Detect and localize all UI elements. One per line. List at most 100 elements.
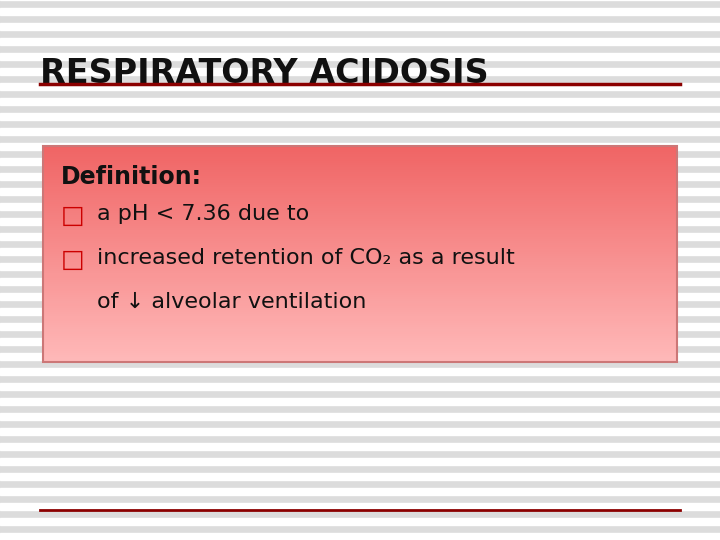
- Bar: [43, 314, 677, 316]
- Bar: [43, 262, 677, 265]
- Bar: [43, 333, 677, 336]
- Bar: [0, 8, 720, 15]
- Bar: [43, 271, 677, 273]
- Bar: [43, 286, 677, 288]
- Bar: [0, 143, 720, 150]
- Bar: [0, 23, 720, 30]
- Bar: [0, 233, 720, 240]
- Bar: [0, 382, 720, 390]
- Bar: [43, 344, 677, 347]
- Bar: [43, 197, 677, 200]
- Bar: [43, 273, 677, 275]
- Bar: [43, 206, 677, 208]
- Text: a pH < 7.36 due to: a pH < 7.36 due to: [97, 204, 310, 224]
- Bar: [43, 299, 677, 301]
- Bar: [0, 368, 720, 375]
- Bar: [43, 160, 677, 163]
- Bar: [0, 83, 720, 90]
- Bar: [43, 221, 677, 224]
- Bar: [43, 169, 677, 172]
- Text: □: □: [61, 204, 85, 227]
- Bar: [43, 260, 677, 262]
- Bar: [43, 188, 677, 191]
- Bar: [43, 327, 677, 329]
- Bar: [43, 245, 677, 247]
- Bar: [43, 275, 677, 278]
- Text: RESPIRATORY ACIDOSIS: RESPIRATORY ACIDOSIS: [40, 57, 488, 90]
- Bar: [43, 180, 677, 183]
- Bar: [43, 163, 677, 165]
- Bar: [43, 258, 677, 260]
- Bar: [0, 307, 720, 315]
- Bar: [43, 338, 677, 340]
- Bar: [43, 268, 677, 271]
- Bar: [43, 296, 677, 299]
- Bar: [43, 335, 677, 338]
- Bar: [43, 325, 677, 327]
- Bar: [43, 173, 677, 176]
- Bar: [0, 247, 720, 255]
- Bar: [0, 37, 720, 45]
- Bar: [0, 428, 720, 435]
- Bar: [43, 281, 677, 284]
- Bar: [0, 353, 720, 360]
- Bar: [43, 329, 677, 332]
- Bar: [43, 301, 677, 303]
- Bar: [0, 413, 720, 420]
- Bar: [43, 210, 677, 213]
- Bar: [43, 208, 677, 211]
- Bar: [0, 397, 720, 405]
- Bar: [43, 178, 677, 180]
- Bar: [43, 195, 677, 198]
- Bar: [43, 242, 677, 245]
- Bar: [0, 293, 720, 300]
- Bar: [0, 202, 720, 210]
- Bar: [0, 457, 720, 465]
- Bar: [43, 294, 677, 297]
- Bar: [43, 292, 677, 295]
- Bar: [43, 357, 677, 360]
- Bar: [43, 312, 677, 314]
- Bar: [0, 172, 720, 180]
- Bar: [43, 219, 677, 221]
- Bar: [43, 353, 677, 355]
- Bar: [43, 253, 677, 256]
- Bar: [0, 503, 720, 510]
- Bar: [43, 184, 677, 187]
- Bar: [43, 156, 677, 159]
- Bar: [43, 342, 677, 345]
- Bar: [43, 223, 677, 226]
- Bar: [43, 303, 677, 306]
- Bar: [43, 320, 677, 323]
- Bar: [43, 290, 677, 293]
- Bar: [0, 472, 720, 480]
- Bar: [43, 171, 677, 174]
- Bar: [43, 154, 677, 157]
- Bar: [0, 68, 720, 75]
- Bar: [0, 517, 720, 525]
- Bar: [43, 316, 677, 319]
- Bar: [43, 331, 677, 334]
- Bar: [43, 146, 677, 362]
- Bar: [0, 158, 720, 165]
- Bar: [43, 145, 677, 148]
- Text: Definition:: Definition:: [61, 165, 202, 188]
- Bar: [0, 52, 720, 60]
- Bar: [43, 284, 677, 286]
- Bar: [43, 186, 677, 189]
- Bar: [43, 318, 677, 321]
- Text: □: □: [61, 248, 85, 272]
- Bar: [43, 225, 677, 228]
- Bar: [43, 350, 677, 353]
- Bar: [43, 277, 677, 280]
- Bar: [43, 359, 677, 362]
- Bar: [43, 167, 677, 170]
- Bar: [43, 238, 677, 241]
- Bar: [0, 127, 720, 135]
- Bar: [43, 247, 677, 249]
- Bar: [43, 249, 677, 252]
- Bar: [0, 187, 720, 195]
- Bar: [0, 218, 720, 225]
- Bar: [43, 152, 677, 154]
- Bar: [0, 278, 720, 285]
